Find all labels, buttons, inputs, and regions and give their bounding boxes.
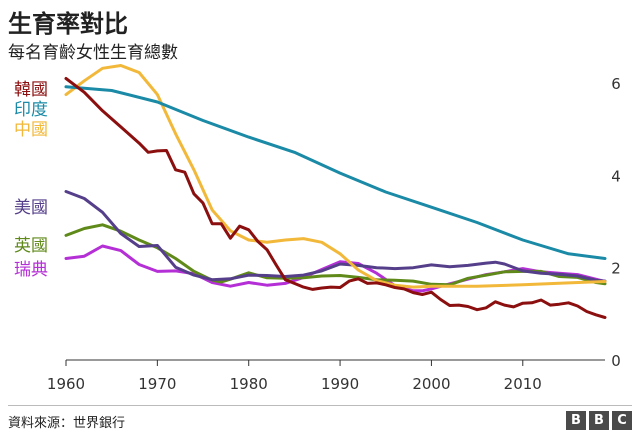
x-tick-label: 1960 <box>47 375 85 393</box>
x-tick-label: 1990 <box>321 375 359 393</box>
legend-label: 英國 <box>14 236 48 256</box>
chart-subtitle: 每名育齡女性生育總數 <box>8 43 178 63</box>
y-axis-ticks: 0 2 4 6 <box>611 75 621 370</box>
series-line <box>64 64 607 289</box>
series-line <box>64 223 607 287</box>
legend-label: 印度 <box>14 100 48 120</box>
fertility-line-chart: 0 2 4 6 1960 1970 1980 1990 2000 2010 韓國印度中國美國英國… <box>14 64 621 393</box>
legend-label: 韓國 <box>14 80 48 100</box>
series-lines <box>64 64 607 319</box>
y-tick-label: 6 <box>611 75 621 93</box>
series-line <box>64 77 607 319</box>
source-note: 資料來源：世界銀行 <box>8 416 126 431</box>
bbc-logo-c: C <box>612 411 632 430</box>
legend-label: 美國 <box>14 198 48 218</box>
x-tick-label: 1980 <box>230 375 268 393</box>
x-axis: 1960 1970 1980 1990 2000 2010 <box>47 359 605 393</box>
y-tick-label: 2 <box>611 260 621 278</box>
y-tick-label: 0 <box>611 352 621 370</box>
legend-label: 瑞典 <box>14 260 48 280</box>
x-tick-label: 2010 <box>504 375 542 393</box>
y-tick-label: 4 <box>611 167 621 185</box>
legend-label: 中國 <box>14 120 48 140</box>
x-tick-label: 1970 <box>138 375 176 393</box>
chart-title: 生育率對比 <box>8 10 128 38</box>
series-line <box>64 190 607 283</box>
bbc-logo-b1: B <box>566 411 586 430</box>
bbc-logo-b2: B <box>589 411 609 430</box>
series-line <box>64 85 607 260</box>
footer-divider <box>8 405 632 406</box>
x-tick-label: 2000 <box>412 375 450 393</box>
bbc-logo: B B C <box>566 411 632 430</box>
